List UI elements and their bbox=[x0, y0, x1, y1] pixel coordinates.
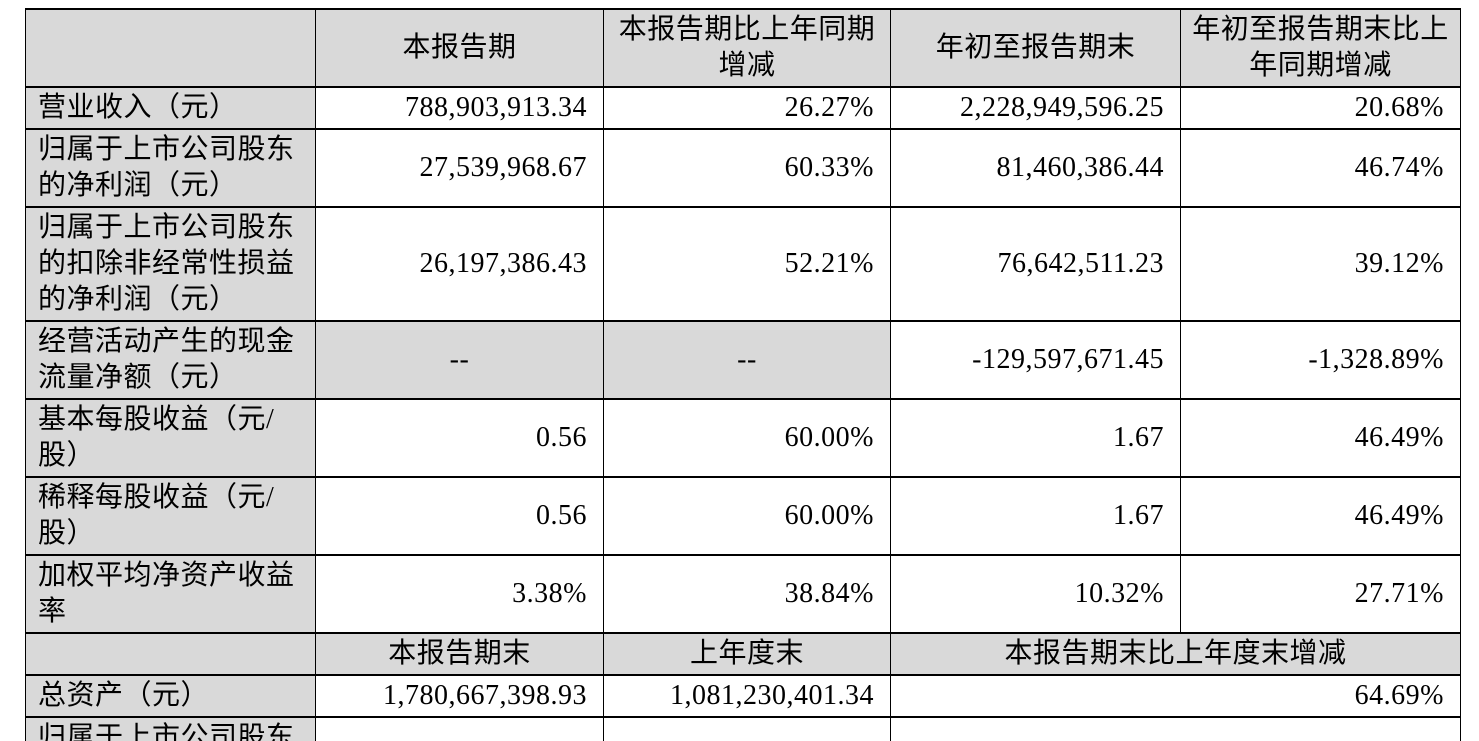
value-cell: 0.56 bbox=[315, 398, 604, 478]
col-header-period-end-change: 本报告期末比上年度末增减 bbox=[890, 632, 1461, 676]
value-cell: 20.68% bbox=[1180, 86, 1461, 130]
row-label: 总资产（元） bbox=[25, 674, 316, 718]
value-cell: 10.32% bbox=[890, 554, 1181, 634]
value-cell: -129,597,671.45 bbox=[890, 320, 1181, 400]
col-header-ytd-yoy: 年初至报告期末比上年同期增减 bbox=[1180, 8, 1461, 88]
table-row-diluted-eps: 稀释每股收益（元/股） 0.56 60.00% 1.67 46.49% bbox=[25, 476, 1461, 556]
value-cell: 2,228,949,596.25 bbox=[890, 86, 1181, 130]
value-cell: 748,316,077.90 bbox=[603, 716, 891, 741]
row-label: 基本每股收益（元/股） bbox=[25, 398, 316, 478]
table-row-owners-equity: 归属于上市公司股东的所有者权益（元） 1,199,829,644.00 748,… bbox=[25, 716, 1461, 741]
value-cell: 1.67 bbox=[890, 476, 1181, 556]
row-label: 归属于上市公司股东的扣除非经常性损益的净利润（元） bbox=[25, 206, 316, 322]
col-header-current-period: 本报告期 bbox=[315, 8, 604, 88]
table-row-net-profit: 归属于上市公司股东的净利润（元） 27,539,968.67 60.33% 81… bbox=[25, 128, 1461, 208]
value-cell: 1,081,230,401.34 bbox=[603, 674, 891, 718]
row-label: 归属于上市公司股东的净利润（元） bbox=[25, 128, 316, 208]
value-cell: 1,199,829,644.00 bbox=[315, 716, 604, 741]
value-cell: 52.21% bbox=[603, 206, 891, 322]
value-cell: 46.74% bbox=[1180, 128, 1461, 208]
value-cell: 1,780,667,398.93 bbox=[315, 674, 604, 718]
table-row-total-assets: 总资产（元） 1,780,667,398.93 1,081,230,401.34… bbox=[25, 674, 1461, 718]
value-cell-na: -- bbox=[315, 320, 604, 400]
value-cell: 788,903,913.34 bbox=[315, 86, 604, 130]
value-cell: 60.00% bbox=[603, 398, 891, 478]
value-cell: 26,197,386.43 bbox=[315, 206, 604, 322]
col-header-prior-year-end: 上年度末 bbox=[603, 632, 891, 676]
table-row-net-profit-excl-nonrecurring: 归属于上市公司股东的扣除非经常性损益的净利润（元） 26,197,386.43 … bbox=[25, 206, 1461, 322]
value-cell: -1,328.89% bbox=[1180, 320, 1461, 400]
row-label: 经营活动产生的现金流量净额（元） bbox=[25, 320, 316, 400]
value-cell: 60.34% bbox=[890, 716, 1461, 741]
value-cell: 27.71% bbox=[1180, 554, 1461, 634]
value-cell: 1.67 bbox=[890, 398, 1181, 478]
table-row-basic-eps: 基本每股收益（元/股） 0.56 60.00% 1.67 46.49% bbox=[25, 398, 1461, 478]
financial-summary-table: 本报告期 本报告期比上年同期增减 年初至报告期末 年初至报告期末比上年同期增减 … bbox=[25, 8, 1461, 741]
value-cell: 39.12% bbox=[1180, 206, 1461, 322]
row-label: 加权平均净资产收益率 bbox=[25, 554, 316, 634]
value-cell: 76,642,511.23 bbox=[890, 206, 1181, 322]
row-label: 归属于上市公司股东的所有者权益（元） bbox=[25, 716, 316, 741]
corner-header-cell bbox=[25, 8, 316, 88]
value-cell: 3.38% bbox=[315, 554, 604, 634]
section1-header-row: 本报告期 本报告期比上年同期增减 年初至报告期末 年初至报告期末比上年同期增减 bbox=[25, 8, 1461, 88]
value-cell: 81,460,386.44 bbox=[890, 128, 1181, 208]
table-row-operating-cash-flow: 经营活动产生的现金流量净额（元） -- -- -129,597,671.45 -… bbox=[25, 320, 1461, 400]
value-cell: 64.69% bbox=[890, 674, 1461, 718]
value-cell: 38.84% bbox=[603, 554, 891, 634]
value-cell: 46.49% bbox=[1180, 398, 1461, 478]
value-cell: 60.33% bbox=[603, 128, 891, 208]
col-header-ytd: 年初至报告期末 bbox=[890, 8, 1181, 88]
row-label: 稀释每股收益（元/股） bbox=[25, 476, 316, 556]
col-header-period-end: 本报告期末 bbox=[315, 632, 604, 676]
value-cell: 27,539,968.67 bbox=[315, 128, 604, 208]
table-row-operating-revenue: 营业收入（元） 788,903,913.34 26.27% 2,228,949,… bbox=[25, 86, 1461, 130]
col-header-current-period-yoy: 本报告期比上年同期增减 bbox=[603, 8, 891, 88]
corner-header-cell bbox=[25, 632, 316, 676]
table-row-weighted-avg-roe: 加权平均净资产收益率 3.38% 38.84% 10.32% 27.71% bbox=[25, 554, 1461, 634]
value-cell: 46.49% bbox=[1180, 476, 1461, 556]
section2-header-row: 本报告期末 上年度末 本报告期末比上年度末增减 bbox=[25, 632, 1461, 676]
value-cell: 60.00% bbox=[603, 476, 891, 556]
row-label: 营业收入（元） bbox=[25, 86, 316, 130]
value-cell: 26.27% bbox=[603, 86, 891, 130]
value-cell: 0.56 bbox=[315, 476, 604, 556]
value-cell-na: -- bbox=[603, 320, 891, 400]
